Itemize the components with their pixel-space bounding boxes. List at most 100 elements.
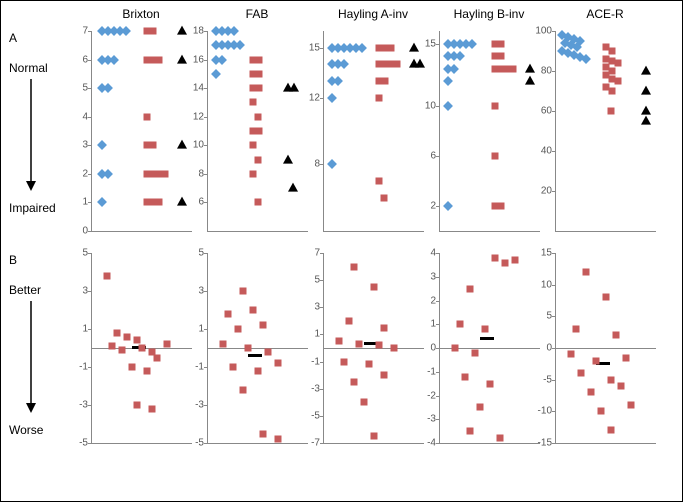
direction-arrow-icon [21, 301, 41, 413]
square-marker-icon [150, 28, 157, 35]
square-marker-icon [492, 153, 499, 160]
square-marker-icon [275, 436, 282, 443]
square-marker-icon [512, 257, 519, 264]
square-marker-icon [609, 68, 616, 75]
ytick-mark [436, 372, 440, 373]
diamond-marker-icon [339, 59, 349, 69]
square-marker-icon [144, 113, 151, 120]
ytick-mark [552, 316, 556, 317]
square-marker-icon [149, 405, 156, 412]
square-marker-icon [256, 70, 263, 77]
ytick-mark [204, 174, 208, 175]
square-marker-icon [150, 142, 157, 149]
diamond-marker-icon [121, 26, 131, 36]
row-a-label: A [9, 31, 17, 45]
triangle-marker-icon [641, 66, 651, 75]
ytick-mark [88, 202, 92, 203]
square-marker-icon [366, 361, 373, 368]
ytick-mark [320, 334, 324, 335]
triangle-marker-icon [641, 106, 651, 115]
ytick-mark [204, 291, 208, 292]
square-marker-icon [371, 433, 378, 440]
ytick-mark [204, 60, 208, 61]
square-marker-icon [336, 338, 343, 345]
ytick-label: 10 [541, 279, 552, 290]
ytick-label: 14 [193, 83, 204, 94]
ytick-label: -5 [195, 438, 204, 449]
ytick-label: -3 [79, 400, 88, 411]
normal-label: Normal [9, 61, 48, 75]
square-marker-icon [608, 108, 615, 115]
square-marker-icon [255, 113, 262, 120]
square-marker-icon [351, 378, 358, 385]
ytick-mark [436, 301, 440, 302]
square-marker-icon [351, 263, 358, 270]
ytick-label: 100 [535, 26, 552, 37]
ytick-mark [552, 191, 556, 192]
zero-line [556, 348, 656, 349]
square-marker-icon [394, 61, 401, 68]
ytick-label: -15 [538, 438, 552, 449]
square-marker-icon [381, 324, 388, 331]
square-marker-icon [240, 386, 247, 393]
ytick-mark [204, 88, 208, 89]
ytick-mark [88, 31, 92, 32]
panel-bottom: -7-5-3-11357 [323, 253, 424, 444]
diamond-marker-icon [449, 64, 459, 74]
square-marker-icon [498, 40, 505, 47]
panel-top: 81215 [323, 31, 424, 232]
square-marker-icon [598, 408, 605, 415]
square-marker-icon [265, 348, 272, 355]
ytick-mark [436, 106, 440, 107]
ytick-label: -5 [311, 410, 320, 421]
triangle-marker-icon [641, 86, 651, 95]
square-marker-icon [376, 342, 383, 349]
triangle-marker-icon [283, 154, 293, 163]
square-marker-icon [129, 364, 136, 371]
panel-top: 681012141618 [207, 31, 308, 232]
square-marker-icon [156, 56, 163, 63]
square-marker-icon [371, 283, 378, 290]
ytick-mark [204, 405, 208, 406]
ytick-label: 15 [309, 42, 320, 53]
ytick-mark [88, 60, 92, 61]
square-marker-icon [260, 430, 267, 437]
square-marker-icon [250, 170, 257, 177]
ytick-mark [204, 443, 208, 444]
panel-bottom: -5-3-1135 [91, 253, 192, 444]
square-marker-icon [593, 357, 600, 364]
square-marker-icon [498, 53, 505, 60]
triangle-marker-icon [177, 54, 187, 63]
direction-arrow-icon [21, 79, 41, 191]
ytick-mark [552, 443, 556, 444]
ytick-mark [320, 443, 324, 444]
square-marker-icon [583, 269, 590, 276]
square-marker-icon [240, 288, 247, 295]
ytick-label: -10 [538, 406, 552, 417]
ytick-mark [204, 329, 208, 330]
better-label: Better [9, 283, 41, 297]
reference-marker [480, 337, 494, 340]
ytick-label: 18 [193, 26, 204, 37]
ytick-mark [320, 98, 324, 99]
diamond-marker-icon [581, 54, 591, 64]
ytick-mark [552, 151, 556, 152]
square-marker-icon [376, 94, 383, 101]
square-marker-icon [497, 435, 504, 442]
reference-marker [248, 354, 262, 357]
ytick-label: -3 [195, 400, 204, 411]
ytick-label: 16 [193, 54, 204, 65]
panel-top: 261015 [439, 31, 540, 232]
ytick-mark [552, 253, 556, 254]
col-title: Brixton [91, 7, 191, 21]
square-marker-icon [623, 354, 630, 361]
col-title: FAB [207, 7, 307, 21]
square-marker-icon [603, 294, 610, 301]
square-marker-icon [472, 349, 479, 356]
ytick-label: -1 [79, 362, 88, 373]
triangle-marker-icon [177, 197, 187, 206]
square-marker-icon [275, 360, 282, 367]
col-title: Hayling A-inv [323, 7, 423, 21]
ytick-mark [204, 253, 208, 254]
panel-bottom: -5-3-1135 [207, 253, 308, 444]
